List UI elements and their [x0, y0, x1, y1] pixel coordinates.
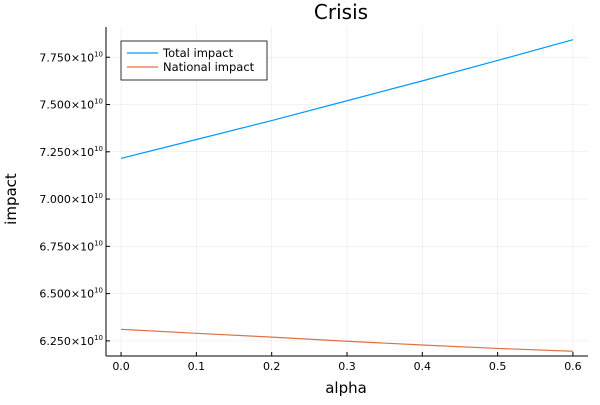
y-tick-mantissa: 7.000×10 [39, 193, 94, 206]
y-tick-label: 6.250×1010 [39, 334, 103, 348]
chart-title: Crisis [314, 0, 368, 24]
y-tick-label: 6.500×1010 [39, 287, 103, 301]
y-tick-label: 7.250×1010 [39, 145, 103, 159]
series-layer [120, 39, 574, 352]
y-tick-label: 7.500×1010 [39, 98, 103, 112]
y-tick-mantissa: 7.250×10 [39, 146, 94, 159]
axes: 0.0 0.1 0.2 0.3 0.4 0.5 0.66.250×10106.500×101… [39, 27, 588, 373]
series-line-total-impact [120, 39, 574, 159]
x-tick-label: 0.3 [338, 360, 356, 373]
y-tick-exponent: 10 [94, 98, 103, 106]
x-tick-label: 0.1 [188, 360, 206, 373]
y-tick-exponent: 10 [94, 334, 103, 342]
series-line-national-impact [121, 328, 573, 352]
x-tick-label: 0.5 [489, 360, 507, 373]
y-tick-mantissa: 6.500×10 [39, 288, 94, 301]
grid [106, 27, 588, 356]
x-tick-label: 0.2 [263, 360, 281, 373]
x-axis-label: alpha [325, 379, 367, 397]
legend-entry-label: National impact [163, 60, 255, 74]
y-tick-label: 7.750×1010 [39, 50, 103, 64]
y-tick-mantissa: 7.750×10 [39, 51, 94, 64]
y-tick-exponent: 10 [94, 145, 103, 153]
y-tick-exponent: 10 [94, 239, 103, 247]
y-tick-label: 6.750×1010 [39, 239, 103, 253]
y-tick-exponent: 10 [94, 287, 103, 295]
y-tick-exponent: 10 [94, 192, 103, 200]
y-tick-label: 7.000×1010 [39, 192, 103, 206]
y-axis-label: impact [2, 173, 20, 225]
y-tick-exponent: 10 [94, 50, 103, 58]
x-tick-label: 0.0 [112, 360, 130, 373]
legend-box [120, 40, 268, 81]
y-tick-mantissa: 6.250×10 [39, 335, 94, 348]
legend-entry-label: Total impact [162, 46, 234, 60]
y-tick-mantissa: 7.500×10 [39, 99, 94, 112]
x-tick-label: 0.6 [564, 360, 582, 373]
x-tick-label: 0.4 [414, 360, 432, 373]
y-tick-mantissa: 6.750×10 [39, 240, 94, 253]
